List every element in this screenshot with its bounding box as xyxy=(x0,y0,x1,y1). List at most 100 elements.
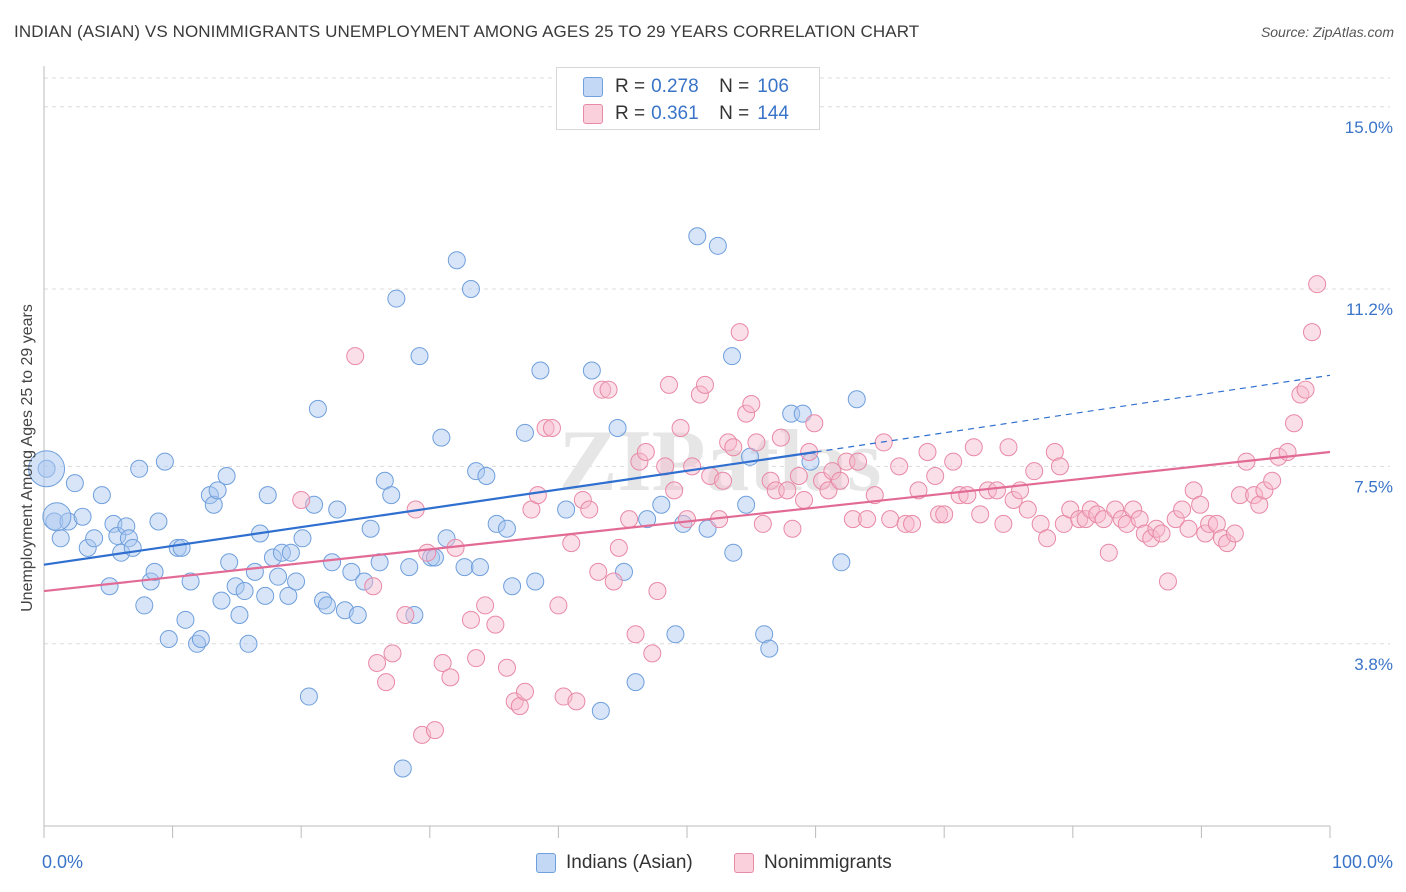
nonimmigrants-point xyxy=(1250,495,1269,514)
y-axis-label: Unemployment Among Ages 25 to 29 years xyxy=(19,304,36,612)
indians-point xyxy=(382,486,401,505)
nonimmigrants-point xyxy=(486,615,505,634)
indians-point xyxy=(393,759,412,778)
indians-point xyxy=(387,289,406,308)
bottom-legend-nonimmigrants: Nonimmigrants xyxy=(734,852,892,874)
indians-point xyxy=(755,625,774,644)
nonimmigrants-point xyxy=(761,471,780,490)
nonimmigrants-point xyxy=(1130,510,1149,529)
nonimmigrants-point xyxy=(630,452,649,471)
nonimmigrants-point xyxy=(665,481,684,500)
indians-point xyxy=(497,519,516,538)
indians-point xyxy=(832,553,851,572)
nonimmigrants-point xyxy=(1263,471,1282,490)
legend-r-value: 0.361 xyxy=(651,103,699,124)
indians-point xyxy=(557,500,576,519)
nonimmigrants-point xyxy=(549,596,568,615)
nonimmigrants-point xyxy=(1142,529,1161,548)
nonimmigrants-point xyxy=(648,582,667,601)
indians-point xyxy=(455,558,474,577)
nonimmigrants-point xyxy=(831,471,850,490)
nonimmigrants-point xyxy=(1025,462,1044,481)
nonimmigrants-point xyxy=(1004,490,1023,509)
nonimmigrants-point xyxy=(958,486,977,505)
nonimmigrants-point xyxy=(918,443,937,461)
legend-n-value: 106 xyxy=(757,76,789,97)
nonimmigrants-point xyxy=(1207,514,1226,533)
indians-point xyxy=(760,639,779,658)
indians-point xyxy=(626,673,645,692)
indians-point xyxy=(28,450,66,488)
nonimmigrants-point xyxy=(1173,500,1192,519)
nonimmigrants-point xyxy=(433,653,452,672)
nonimmigrants-point xyxy=(476,596,495,615)
nonimmigrants-point xyxy=(858,510,877,529)
nonimmigrants-point xyxy=(418,543,437,562)
indians-point xyxy=(361,519,380,538)
nonimmigrants-point xyxy=(396,606,415,625)
nonimmigrants-point xyxy=(999,438,1018,457)
indians-point xyxy=(582,361,601,380)
nonimmigrants-point xyxy=(580,500,599,519)
nonimmigrants-point xyxy=(909,481,928,500)
indians-point xyxy=(239,634,258,653)
nonimmigrants-point xyxy=(1124,500,1143,519)
legend-row-indians: R = 0.278 N = 106 xyxy=(583,75,789,99)
indians-point xyxy=(470,558,489,577)
indians-trendline xyxy=(43,450,816,566)
indians-point xyxy=(191,630,210,648)
indians-point xyxy=(117,517,136,536)
nonimmigrants-point xyxy=(896,514,915,533)
nonimmigrants-point xyxy=(994,514,1013,533)
indians-point xyxy=(51,529,70,548)
nonimmigrants-point xyxy=(849,452,868,471)
nonimmigrants-point xyxy=(573,490,592,509)
indians-point xyxy=(149,512,168,531)
indians-point xyxy=(293,529,312,548)
indians-point xyxy=(317,596,336,615)
legend-r-value: 0.278 xyxy=(651,76,699,97)
legend-row-nonimmigrants: R = 0.361 N = 144 xyxy=(583,102,789,126)
indians-point xyxy=(308,399,327,418)
indians-point xyxy=(235,582,254,601)
indians-point xyxy=(531,361,550,380)
nonimmigrants-point xyxy=(1061,500,1080,519)
nonimmigrants-point xyxy=(753,514,772,533)
nonimmigrants-point xyxy=(865,486,884,505)
indians-point xyxy=(208,481,227,500)
indians-point xyxy=(724,543,743,562)
bottom-legend-swatch-pink xyxy=(734,853,754,873)
indians-point xyxy=(328,500,347,519)
nonimmigrants-point xyxy=(843,510,862,529)
nonimmigrants-point xyxy=(678,510,696,529)
nonimmigrants-point xyxy=(795,490,814,509)
nonimmigrants-point xyxy=(690,385,709,404)
legend-r-label: R = xyxy=(615,103,646,124)
indians-point xyxy=(432,428,451,447)
indians-point xyxy=(226,577,245,596)
nonimmigrants-point xyxy=(719,433,738,452)
indians-trendline-extension xyxy=(815,374,1331,453)
nonimmigrants-point xyxy=(593,380,612,399)
nonimmigrants-point xyxy=(562,534,581,553)
bottom-legend-label: Indians (Asian) xyxy=(566,852,693,873)
nonimmigrants-point xyxy=(461,610,480,629)
indians-point xyxy=(130,459,149,478)
y-tick-label: 15.0% xyxy=(1345,118,1393,137)
indians-point xyxy=(591,701,610,720)
nonimmigrants-point xyxy=(778,481,797,500)
legend: R = 0.278 N = 106 R = 0.361 N = 144 xyxy=(556,67,820,130)
indians-point xyxy=(159,630,178,648)
indians-point xyxy=(65,474,84,493)
nonimmigrants-point xyxy=(1191,495,1210,514)
y-tick-label: 7.5% xyxy=(1354,477,1393,496)
legend-swatch-pink xyxy=(583,104,603,124)
nonimmigrants-point xyxy=(1112,510,1131,529)
nonimmigrants-point xyxy=(441,668,460,687)
indians-point xyxy=(410,347,429,366)
nonimmigrants-point xyxy=(1166,510,1185,529)
nonimmigrants-point xyxy=(930,505,949,524)
nonimmigrants-point xyxy=(536,419,555,438)
indians-point xyxy=(467,462,486,481)
